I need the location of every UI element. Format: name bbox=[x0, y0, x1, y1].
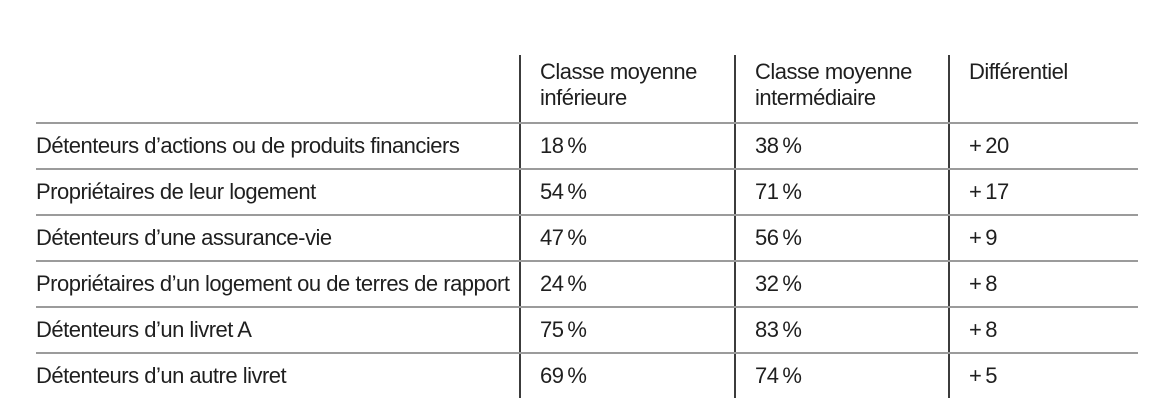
row-label: Détenteurs d’un livret A bbox=[36, 317, 252, 342]
row-label: Détenteurs d’actions ou de produits fina… bbox=[36, 133, 460, 158]
table-row: Détenteurs d’un livret A 75 % 83 % + 8 bbox=[36, 306, 1138, 352]
cell-differentiel: + 5 bbox=[948, 354, 1138, 398]
cell-inferieure: 18 % bbox=[519, 124, 734, 168]
header-classe-moyenne-inferieure: Classe moyenne inférieure bbox=[519, 55, 734, 122]
cell-inferieure: 69 % bbox=[519, 354, 734, 398]
cell-differentiel: + 8 bbox=[948, 308, 1138, 352]
row-label: Propriétaires d’un logement ou de terres… bbox=[36, 271, 510, 296]
cell-inferieure: 54 % bbox=[519, 170, 734, 214]
table-row: Propriétaires de leur logement 54 % 71 %… bbox=[36, 168, 1138, 214]
cell-intermediaire: 74 % bbox=[734, 354, 948, 398]
table-row: Détenteurs d’actions ou de produits fina… bbox=[36, 122, 1138, 168]
cell-inferieure: 47 % bbox=[519, 216, 734, 260]
cell-differentiel: + 20 bbox=[948, 124, 1138, 168]
header-classe-moyenne-intermediaire: Classe moyenne intermédiaire bbox=[734, 55, 948, 122]
header-empty-cell bbox=[36, 55, 519, 122]
cell-intermediaire: 83 % bbox=[734, 308, 948, 352]
table-row: Détenteurs d’un autre livret 69 % 74 % +… bbox=[36, 352, 1138, 398]
table-row: Propriétaires d’un logement ou de terres… bbox=[36, 260, 1138, 306]
cell-intermediaire: 56 % bbox=[734, 216, 948, 260]
table-header-row: Classe moyenne inférieure Classe moyenne… bbox=[36, 55, 1138, 122]
comparison-table: Classe moyenne inférieure Classe moyenne… bbox=[36, 55, 1138, 398]
cell-intermediaire: 32 % bbox=[734, 262, 948, 306]
cell-intermediaire: 38 % bbox=[734, 124, 948, 168]
cell-inferieure: 24 % bbox=[519, 262, 734, 306]
row-label: Propriétaires de leur logement bbox=[36, 179, 316, 204]
cell-inferieure: 75 % bbox=[519, 308, 734, 352]
row-label: Détenteurs d’une assurance-vie bbox=[36, 225, 332, 250]
cell-differentiel: + 17 bbox=[948, 170, 1138, 214]
cell-differentiel: + 8 bbox=[948, 262, 1138, 306]
cell-intermediaire: 71 % bbox=[734, 170, 948, 214]
table-row: Détenteurs d’une assurance-vie 47 % 56 %… bbox=[36, 214, 1138, 260]
header-differentiel: Différentiel bbox=[948, 55, 1138, 122]
cell-differentiel: + 9 bbox=[948, 216, 1138, 260]
row-label: Détenteurs d’un autre livret bbox=[36, 363, 287, 388]
